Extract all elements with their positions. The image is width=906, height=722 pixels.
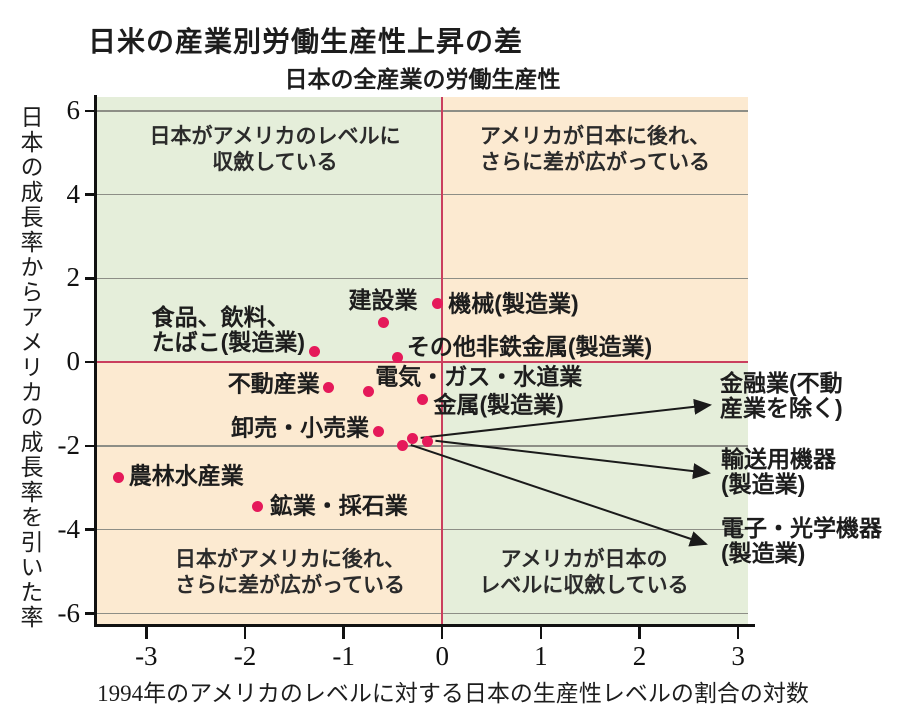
data-point-金属(製造業): [417, 394, 428, 406]
x-tick-label-3: 3: [731, 641, 745, 671]
x-tick-3: [736, 627, 740, 639]
y-tick-6: [85, 109, 95, 113]
point-label-鉱業・採石業: 鉱業・採石業: [269, 492, 408, 519]
gridline-y--2: [97, 445, 748, 447]
y-tick-label-0: 0: [66, 346, 81, 377]
point-label-食品、飲料、たばこ(製造業): 食品、飲料、 たばこ(製造業): [151, 303, 305, 355]
data-point-金融業(不動産業を除く): [407, 433, 419, 445]
data-point-その他非鉄金属(製造業): [392, 352, 404, 364]
x-tick--3: [145, 627, 148, 639]
callout-label-金融業(不動産業を除く): 金融業(不動 産業を除く): [720, 370, 843, 421]
y-tick-label--6: -6: [57, 597, 81, 628]
data-point-機械(製造業): [431, 298, 443, 310]
zero-line-vertical: [440, 97, 444, 624]
data-point-不動産業: [323, 381, 335, 393]
y-tick-label--2: -2: [57, 429, 81, 460]
chart-subtitle: 日本の全産業の労働生産性: [284, 66, 561, 92]
quadrant-label-bottom-right: アメリカが日本の レベルに収斂している: [479, 548, 689, 597]
x-tick-2: [638, 627, 641, 639]
data-point-輸送用機器(製造業): [421, 436, 433, 448]
y-tick--4: [85, 528, 95, 531]
x-tick-label-0: 0: [435, 641, 449, 671]
x-tick-0: [440, 627, 444, 639]
callout-label-輸送用機器(製造業): 輸送用機器 (製造業): [721, 446, 836, 497]
y-tick-label-6: 6: [66, 94, 81, 125]
data-point-卸売・小売業: [372, 425, 384, 437]
gridline-y-6: [97, 110, 748, 112]
point-label-建設業: 建設業: [348, 287, 418, 314]
quadrant-bg-top-right: [442, 97, 748, 363]
point-label-機械(製造業): 機械(製造業): [448, 290, 579, 317]
point-label-農林水産業: 農林水産業: [128, 462, 244, 489]
y-tick-label--4: -4: [57, 513, 81, 544]
y-axis-line: [94, 95, 97, 627]
callout-label-電子・光学機器(製造業): 電子・光学機器 (製造業): [721, 515, 882, 566]
x-tick-label--1: -1: [332, 641, 355, 671]
gridline-y--4: [97, 528, 748, 531]
x-tick--1: [342, 627, 345, 639]
gridline-y-4: [97, 193, 748, 196]
data-point-電子・光学機器(製造業): [397, 440, 409, 452]
y-tick-0: [85, 360, 95, 364]
data-point-食品、飲料、たばこ(製造業): [308, 346, 320, 358]
quadrant-bg-bottom-left: [97, 362, 443, 624]
x-tick--2: [243, 627, 247, 639]
gridline-y-2: [97, 277, 748, 280]
page-title: 日米の産業別労働生産性上昇の差: [88, 26, 524, 57]
x-tick-label--3: -3: [135, 641, 158, 671]
y-tick--2: [85, 444, 95, 448]
point-label-電気・ガス・水道業: 電気・ガス・水道業: [375, 363, 583, 389]
y-tick-2: [85, 277, 95, 280]
y-tick--6: [85, 612, 95, 615]
zero-line-horizontal: [97, 360, 748, 364]
data-point-農林水産業: [113, 471, 125, 483]
point-label-不動産業: 不動産業: [227, 370, 320, 397]
quadrant-label-top-right: アメリカが日本に後れ、 さらに差が広がっている: [479, 125, 711, 174]
y-tick-label-4: 4: [66, 178, 81, 209]
x-tick-1: [539, 627, 543, 639]
x-tick-label-1: 1: [534, 641, 548, 671]
point-label-卸売・小売業: 卸売・小売業: [231, 414, 370, 441]
x-tick-label-2: 2: [632, 641, 647, 671]
data-point-建設業: [377, 316, 389, 328]
x-axis-title: 1994年のアメリカのレベルに対する日本の生産性レベルの割合の対数: [97, 681, 809, 706]
y-tick-4: [85, 193, 95, 196]
y-axis-title: 日本の成長率からアメリカの成長率を引いた率: [17, 105, 42, 630]
plot-area: 日本がアメリカのレベルに 収斂している アメリカが日本に後れ、 さらに差が広がって…: [97, 97, 748, 624]
data-point-電気・ガス・水道業: [362, 386, 374, 397]
gridline-y--6: [97, 612, 748, 615]
data-point-鉱業・採石業: [252, 501, 264, 513]
x-axis-line: [94, 624, 755, 627]
y-tick-label-2: 2: [66, 262, 81, 293]
point-label-金属(製造業): 金属(製造業): [433, 391, 564, 418]
x-tick-label--2: -2: [233, 641, 257, 671]
point-label-その他非鉄金属(製造業): その他非鉄金属(製造業): [406, 333, 653, 360]
quadrant-label-bottom-left: 日本がアメリカに後れ、 さらに差が広がっている: [174, 548, 406, 597]
quadrant-label-top-left: 日本がアメリカのレベルに 収斂している: [149, 125, 401, 174]
